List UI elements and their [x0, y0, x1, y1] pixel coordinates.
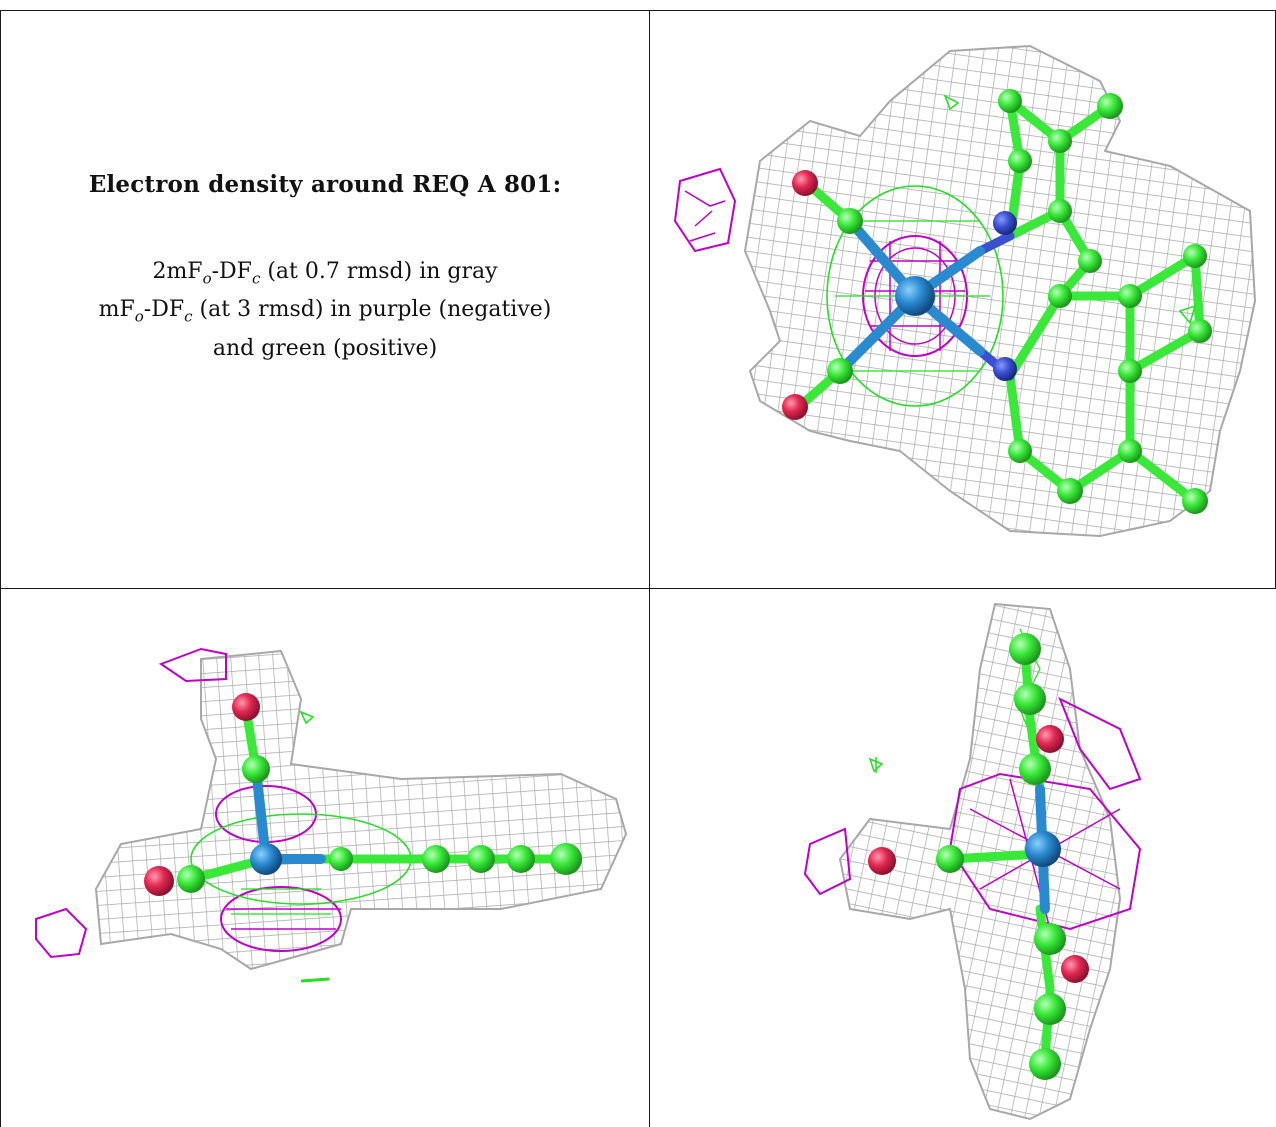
- carbon-atoms: [827, 89, 1212, 514]
- oxygen-atom: [792, 170, 818, 196]
- negative-density-mesh: [35, 907, 88, 959]
- caption-line-positive: and green (positive): [212, 335, 438, 361]
- caption-cell: Electron density around REQ A 801: 2mFo-…: [1, 11, 649, 588]
- oxygen-atom: [782, 394, 808, 420]
- negative-density-mesh: [673, 167, 737, 253]
- caption-line-difference: mFo-DFc (at 3 rmsd) in purple (negative): [98, 297, 552, 326]
- oxygen-atom: [232, 693, 260, 721]
- carbon-atoms: [936, 633, 1066, 1080]
- gray-density-mesh: [743, 44, 1257, 538]
- molecule-edge-on-view: [35, 647, 628, 983]
- nitrogen-atom: [993, 211, 1017, 235]
- top-right-view: [650, 11, 1275, 588]
- molecule-side-view: [803, 602, 1142, 1121]
- table-border-top: [0, 10, 1276, 11]
- molecule-face-on-view: [673, 44, 1257, 538]
- table-border-middle: [0, 588, 1276, 589]
- caption: Electron density around REQ A 801: 2mFo-…: [1, 171, 649, 364]
- negative-density-mesh: [803, 827, 852, 896]
- oxygen-atom: [868, 847, 896, 875]
- table-border-center: [649, 10, 650, 1127]
- bottom-left-view: [1, 589, 649, 1127]
- metal-atom: [1025, 831, 1061, 867]
- metal-atom: [895, 276, 935, 316]
- caption-line-gray: 2mFo-DFc (at 0.7 rmsd) in gray: [152, 259, 498, 288]
- metal-atom: [250, 843, 282, 875]
- gray-density-mesh: [94, 649, 628, 971]
- nitrogen-atom: [993, 357, 1017, 381]
- caption-title: Electron density around REQ A 801:: [88, 171, 562, 198]
- carbon-atoms: [177, 755, 582, 893]
- table-border-left: [0, 10, 1, 1127]
- oxygen-atom: [144, 866, 174, 896]
- oxygen-atom: [1061, 955, 1089, 983]
- oxygen-atom: [1036, 725, 1064, 753]
- bottom-right-view: [650, 589, 1275, 1127]
- negative-density-mesh: [158, 647, 227, 683]
